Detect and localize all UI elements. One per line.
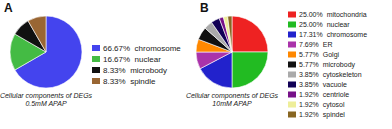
legend-label: 1.92% spindel xyxy=(299,111,345,119)
legend-label: 3.85% cytoskeleton xyxy=(299,71,362,79)
legend: 25.00% mitochondria 25.00% nuclear 17.31% … xyxy=(288,11,367,119)
title-line: 10mM APAP xyxy=(212,100,252,107)
chart-title: Cellular components of DEGs0.5mM APAP xyxy=(0,92,93,107)
legend-item: 1.92% centriole xyxy=(288,91,349,98)
legend-swatch xyxy=(92,67,100,73)
legend-item: 3.85% vacuole xyxy=(288,81,347,88)
legend-swatch xyxy=(288,32,296,38)
legend-item: 1.92% cytosol xyxy=(288,101,345,109)
pie-slice xyxy=(196,52,232,69)
legend-item: 7.69% ER xyxy=(288,41,332,48)
legend-item: 5.77% Golgi xyxy=(288,51,340,59)
legend-item: 25.00% nuclear xyxy=(288,21,350,28)
legend-item: 5.77% microbody xyxy=(288,61,356,69)
legend-item: 8.33% spindle xyxy=(92,77,156,86)
pie-slice xyxy=(223,16,232,52)
pie xyxy=(10,16,82,88)
title-line: Cellular components of DEGs xyxy=(186,92,279,100)
legend: 66.67% chromosome 16.67% nuclear 8.33% mic… xyxy=(92,44,181,86)
legend-label: 66.67% chromosome xyxy=(103,44,181,53)
legend-label: 25.00% nuclear xyxy=(299,21,350,28)
legend-swatch xyxy=(288,112,296,118)
legend-item: 66.67% chromosome xyxy=(92,44,181,53)
legend-item: 25.00% mitochondria xyxy=(288,11,367,18)
legend-item: 17.31% chromosome xyxy=(288,31,367,38)
legend-swatch xyxy=(92,78,100,84)
panel: 25.00% mitochondria 25.00% nuclear 17.31% … xyxy=(186,1,367,119)
legend-swatch xyxy=(288,52,296,58)
legend-item: 1.92% spindel xyxy=(288,111,345,119)
legend-item: 16.67% nuclear xyxy=(92,55,161,64)
legend-item: 3.85% cytoskeleton xyxy=(288,71,362,79)
legend-label: 8.33% microbody xyxy=(103,66,167,75)
legend-label: 5.77% microbody xyxy=(299,61,356,69)
pie-slice xyxy=(228,16,232,52)
chart-title: Cellular components of DEGs10mM APAP xyxy=(186,92,279,107)
pie xyxy=(196,16,268,88)
panel-label: A xyxy=(4,1,13,15)
legend-label: 1.92% centriole xyxy=(299,91,349,98)
legend-swatch xyxy=(92,56,100,62)
legend-label: 16.67% nuclear xyxy=(103,55,161,64)
legend-item: 8.33% microbody xyxy=(92,66,167,75)
legend-swatch xyxy=(288,62,296,68)
legend-swatch xyxy=(288,22,296,28)
legend-swatch xyxy=(288,72,296,78)
legend-swatch xyxy=(288,92,296,98)
pie-slice xyxy=(28,16,46,52)
title-line: Cellular components of DEGs xyxy=(0,92,93,100)
legend-label: 17.31% chromosome xyxy=(299,31,367,38)
legend-label: 5.77% Golgi xyxy=(299,51,340,59)
legend-swatch xyxy=(288,82,296,88)
figure: 66.67% chromosome 16.67% nuclear 8.33% mic… xyxy=(0,0,392,129)
legend-swatch xyxy=(288,102,296,108)
legend-label: 8.33% spindle xyxy=(103,77,156,86)
legend-label: 1.92% cytosol xyxy=(299,101,345,109)
panel-label: B xyxy=(200,1,209,15)
legend-label: 7.69% ER xyxy=(299,41,332,48)
legend-label: 3.85% vacuole xyxy=(299,81,347,88)
legend-label: 25.00% mitochondria xyxy=(299,11,367,18)
pie-slice xyxy=(232,16,268,52)
legend-swatch xyxy=(288,42,296,48)
title-line: 0.5mM APAP xyxy=(25,100,67,107)
legend-swatch xyxy=(288,12,296,18)
legend-swatch xyxy=(92,45,100,51)
panel: 66.67% chromosome 16.67% nuclear 8.33% mic… xyxy=(0,1,181,107)
pie-slice xyxy=(232,52,268,88)
